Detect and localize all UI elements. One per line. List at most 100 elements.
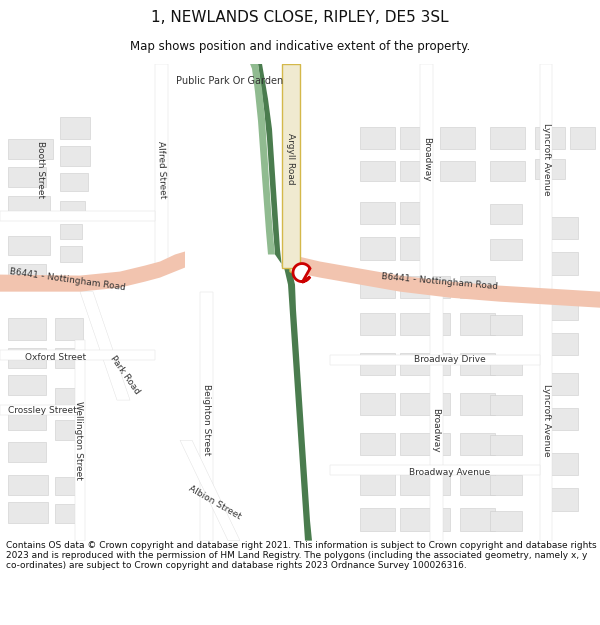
Bar xyxy=(490,161,525,181)
Bar xyxy=(550,453,578,476)
Text: Lyncroft Avenue: Lyncroft Avenue xyxy=(542,122,551,196)
Polygon shape xyxy=(330,355,540,365)
Polygon shape xyxy=(282,64,300,274)
Text: Park Road: Park Road xyxy=(109,354,142,396)
Polygon shape xyxy=(540,64,552,292)
Text: Oxford Street: Oxford Street xyxy=(25,353,86,362)
Bar xyxy=(550,217,578,239)
Bar xyxy=(8,139,53,159)
Bar xyxy=(490,239,522,259)
Bar xyxy=(460,509,495,531)
Bar xyxy=(360,509,395,531)
Text: Albion Street: Albion Street xyxy=(187,484,243,521)
Bar xyxy=(400,127,430,149)
Bar xyxy=(55,478,83,496)
Bar xyxy=(60,224,82,239)
Bar xyxy=(60,146,90,166)
Text: Map shows position and indicative extent of the property.: Map shows position and indicative extent… xyxy=(130,39,470,52)
Polygon shape xyxy=(0,405,80,415)
Text: Public Park Or Garden: Public Park Or Garden xyxy=(176,76,284,86)
Bar xyxy=(8,196,50,214)
Text: 1, NEWLANDS CLOSE, RIPLEY, DE5 3SL: 1, NEWLANDS CLOSE, RIPLEY, DE5 3SL xyxy=(151,9,449,24)
Text: Broadway: Broadway xyxy=(431,408,440,452)
Bar xyxy=(440,161,475,181)
Text: Wellington Street: Wellington Street xyxy=(74,401,83,479)
Bar xyxy=(60,117,90,139)
Bar xyxy=(8,348,46,368)
Bar xyxy=(8,408,46,430)
Polygon shape xyxy=(290,254,600,308)
Text: Beighton Street: Beighton Street xyxy=(202,384,211,456)
Bar xyxy=(400,353,450,375)
Polygon shape xyxy=(75,340,85,541)
Bar xyxy=(55,388,83,410)
Polygon shape xyxy=(420,64,433,292)
Bar xyxy=(360,238,395,259)
Bar xyxy=(8,264,46,282)
Bar xyxy=(55,318,83,340)
Text: Broadway Drive: Broadway Drive xyxy=(414,356,486,364)
Bar xyxy=(8,476,48,496)
Bar xyxy=(460,473,495,496)
Bar xyxy=(8,442,46,462)
Bar xyxy=(8,167,46,187)
Bar xyxy=(60,246,82,261)
Polygon shape xyxy=(293,264,310,282)
Polygon shape xyxy=(180,440,240,541)
Bar xyxy=(360,161,395,181)
Text: B6441 - Nottingham Road: B6441 - Nottingham Road xyxy=(10,267,127,292)
Text: Broadway: Broadway xyxy=(422,137,431,181)
Polygon shape xyxy=(0,251,185,292)
Bar xyxy=(360,433,395,455)
Text: Lyncroft Avenue: Lyncroft Avenue xyxy=(542,384,551,456)
Polygon shape xyxy=(250,64,275,254)
Bar xyxy=(55,420,83,440)
Polygon shape xyxy=(0,211,155,221)
Bar xyxy=(490,435,522,455)
Polygon shape xyxy=(155,64,168,272)
Bar xyxy=(535,159,565,179)
Bar xyxy=(400,433,450,455)
Bar xyxy=(400,202,430,224)
Polygon shape xyxy=(540,292,552,541)
Polygon shape xyxy=(0,350,155,360)
Bar xyxy=(400,276,450,298)
Bar xyxy=(550,298,578,320)
Bar xyxy=(360,393,395,415)
Bar xyxy=(550,332,578,355)
Bar xyxy=(550,253,578,274)
Text: Alfred Street: Alfred Street xyxy=(157,140,167,198)
Polygon shape xyxy=(240,64,312,541)
Bar xyxy=(360,202,395,224)
Bar xyxy=(400,473,450,496)
Polygon shape xyxy=(80,292,130,400)
Bar xyxy=(360,473,395,496)
Bar xyxy=(360,353,395,375)
Bar xyxy=(8,318,46,340)
Bar xyxy=(535,127,565,149)
Bar xyxy=(360,312,395,335)
Bar xyxy=(460,393,495,415)
Bar xyxy=(400,161,430,181)
Bar xyxy=(55,348,83,368)
Bar xyxy=(400,238,430,259)
Bar xyxy=(8,503,48,522)
Bar xyxy=(60,201,85,219)
Bar xyxy=(490,476,522,496)
Bar xyxy=(55,504,83,522)
Bar xyxy=(360,127,395,149)
Bar xyxy=(460,353,495,375)
Bar xyxy=(460,276,495,298)
Bar xyxy=(460,312,495,335)
Bar xyxy=(400,312,450,335)
Bar xyxy=(490,511,522,531)
Text: Argyll Road: Argyll Road xyxy=(287,133,296,185)
Bar xyxy=(490,355,522,375)
Bar xyxy=(490,315,522,335)
Polygon shape xyxy=(430,292,443,541)
Text: Crossley Street: Crossley Street xyxy=(8,406,77,414)
Bar xyxy=(550,408,578,430)
Polygon shape xyxy=(200,292,213,541)
Bar xyxy=(550,373,578,395)
Bar xyxy=(490,204,522,224)
